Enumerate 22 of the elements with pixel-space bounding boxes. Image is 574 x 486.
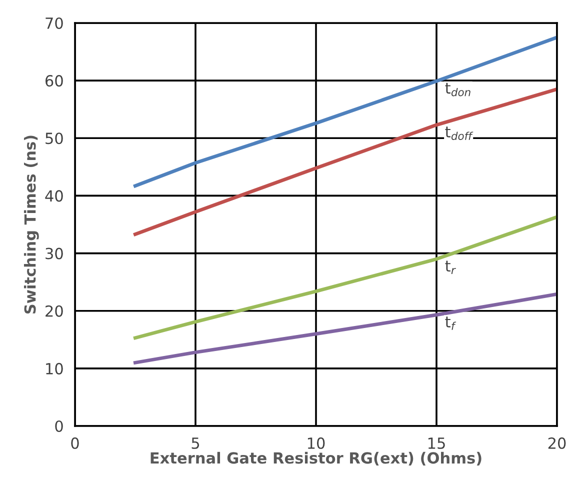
x-tick-label: 0: [71, 437, 79, 449]
series-label: t$_{don}$: [445, 82, 470, 96]
line-series: [134, 292, 557, 364]
y-tick-label: 10: [46, 362, 63, 374]
x-axis-title: External Gate Resistor RG(ext) (Ohms): [150, 452, 482, 466]
x-tick-label: 5: [192, 438, 200, 449]
y-axis-title: Switching Times (ns): [24, 136, 39, 314]
y-tick-label: 0: [55, 420, 63, 432]
y-tick-label: 30: [46, 248, 63, 260]
line-series: [134, 215, 557, 340]
series-label: t$_{doff}$: [445, 126, 474, 140]
x-tick-label: 20: [548, 437, 566, 449]
y-tick-label: 60: [46, 75, 63, 87]
line-series: [134, 36, 557, 188]
series-label: t$_{f}$: [445, 316, 456, 330]
x-tick-label: 10: [308, 437, 325, 449]
y-tick-label: 40: [45, 190, 63, 202]
series-label: t$_{r}$: [445, 260, 456, 274]
y-tick-label: 20: [46, 305, 63, 317]
y-tick-label: 50: [46, 132, 63, 144]
x-tick-label: 15: [428, 438, 445, 449]
y-tick-label: 70: [46, 17, 63, 30]
